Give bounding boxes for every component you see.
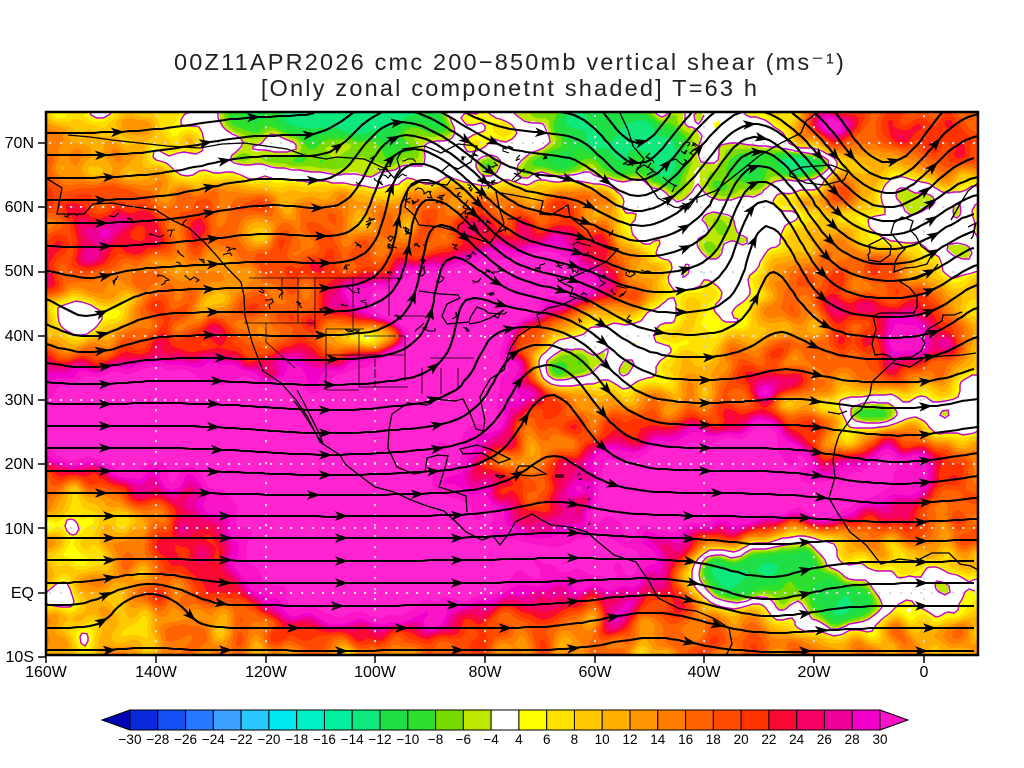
svg-text:−30: −30 — [119, 732, 142, 747]
svg-text:10: 10 — [595, 732, 610, 747]
svg-text:140W: 140W — [135, 664, 178, 681]
svg-text:50N: 50N — [5, 263, 34, 280]
svg-text:14: 14 — [650, 732, 666, 747]
svg-text:20N: 20N — [5, 456, 34, 473]
svg-text:−20: −20 — [257, 732, 280, 747]
svg-text:80W: 80W — [469, 664, 503, 681]
svg-text:00Z11APR2026 cmc 200−850mb ver: 00Z11APR2026 cmc 200−850mb vertical shea… — [174, 49, 846, 75]
svg-text:60W: 60W — [579, 664, 613, 681]
svg-text:[Only zonal componetnt shaded]: [Only zonal componetnt shaded] T=63 h — [261, 75, 759, 101]
svg-text:10N: 10N — [5, 521, 34, 538]
svg-text:−16: −16 — [313, 732, 336, 747]
svg-text:EQ: EQ — [11, 585, 34, 602]
svg-text:16: 16 — [678, 732, 693, 747]
svg-text:40N: 40N — [5, 328, 34, 345]
svg-text:18: 18 — [706, 732, 721, 747]
svg-text:−6: −6 — [456, 732, 471, 747]
svg-text:8: 8 — [571, 732, 579, 747]
svg-text:−8: −8 — [428, 732, 443, 747]
svg-text:26: 26 — [817, 732, 832, 747]
svg-text:−4: −4 — [483, 732, 499, 747]
svg-text:120W: 120W — [245, 664, 288, 681]
svg-text:−12: −12 — [369, 732, 392, 747]
svg-text:12: 12 — [622, 732, 637, 747]
svg-text:−28: −28 — [146, 732, 169, 747]
svg-text:−10: −10 — [396, 732, 419, 747]
svg-text:30N: 30N — [5, 392, 34, 409]
svg-text:0: 0 — [920, 664, 929, 681]
svg-text:30: 30 — [872, 732, 887, 747]
svg-text:28: 28 — [845, 732, 860, 747]
svg-text:10S: 10S — [6, 649, 34, 666]
svg-text:70N: 70N — [5, 135, 34, 152]
svg-text:−14: −14 — [341, 732, 364, 747]
svg-text:22: 22 — [761, 732, 776, 747]
svg-text:20W: 20W — [798, 664, 832, 681]
svg-text:6: 6 — [543, 732, 551, 747]
svg-text:60N: 60N — [5, 199, 34, 216]
svg-text:−18: −18 — [285, 732, 308, 747]
svg-text:160W: 160W — [25, 664, 68, 681]
svg-text:24: 24 — [789, 732, 805, 747]
svg-text:−26: −26 — [174, 732, 197, 747]
svg-text:100W: 100W — [354, 664, 397, 681]
svg-text:−22: −22 — [230, 732, 253, 747]
svg-text:40W: 40W — [688, 664, 722, 681]
svg-text:20: 20 — [734, 732, 749, 747]
svg-text:4: 4 — [515, 732, 523, 747]
svg-text:−24: −24 — [202, 732, 225, 747]
